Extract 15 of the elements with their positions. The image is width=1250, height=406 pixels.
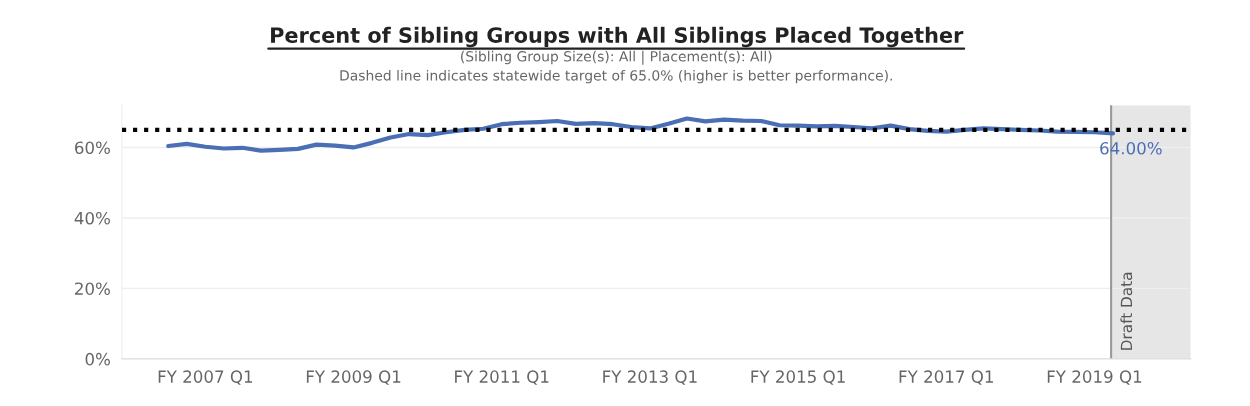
x-tick-label: FY 2015 Q1 (751, 370, 845, 385)
y-tick-label: 60% (75, 141, 110, 155)
annotation: 64.00% (1100, 141, 1162, 155)
chart-title: Percent of Sibling Groups with All Siblings Placed Together (271, 26, 964, 48)
x-tick-label: FY 2017 Q1 (899, 370, 993, 385)
y-tick-label: 0% (85, 352, 110, 366)
y-tick-label: 40% (74, 211, 110, 225)
chart-subtitle: (Sibling Group Size(s): All | Placement(s): All) Dashed line indicates statewide target of 65.0% (higher is better performance). (340, 50, 892, 84)
y-tick-label: 20% (75, 282, 110, 295)
x-tick-label: FY 2013 Q1 (603, 370, 697, 385)
x-tick-label: FY 2019 Q1 (1047, 370, 1142, 385)
x-tick-label: FY 2007 Q1 (158, 370, 253, 385)
x-tick-label: FY 2011 Q1 (455, 370, 549, 385)
annotation: Draft Data (1120, 272, 1133, 350)
x-tick-label: FY 2009 Q1 (306, 370, 401, 385)
